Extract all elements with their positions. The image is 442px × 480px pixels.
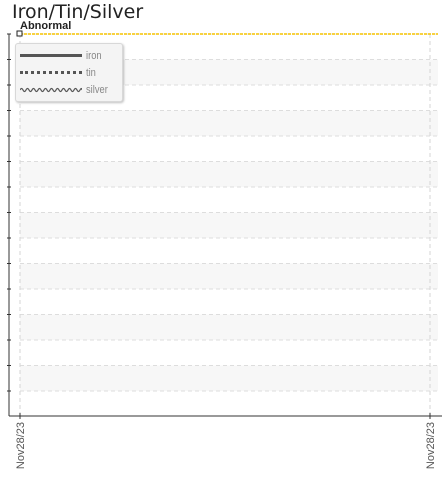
chart-title: Iron/Tin/Silver [12, 1, 144, 23]
plot-band [20, 161, 438, 187]
legend-item-tin: tin [20, 65, 120, 81]
legend-swatch-tin [20, 71, 82, 74]
plot-band [20, 314, 438, 340]
abnormal-marker [16, 30, 23, 37]
chart-legend: iron tin silver [15, 43, 123, 102]
legend-swatch-silver [20, 87, 82, 93]
legend-item-silver: silver [20, 82, 120, 98]
legend-item-iron: iron [20, 48, 120, 64]
legend-label-silver: silver [86, 84, 108, 96]
abnormal-label: Abnormal [20, 20, 71, 32]
x-tick-label: Nov28/23 [15, 422, 27, 469]
plot-band [20, 263, 438, 289]
x-tick-label: Nov28/23 [425, 422, 437, 469]
plot-band [20, 212, 438, 238]
legend-label-iron: iron [86, 50, 102, 62]
legend-swatch-iron [20, 54, 82, 57]
plot-band [20, 365, 438, 391]
plot-band [20, 110, 438, 136]
legend-label-tin: tin [86, 67, 96, 79]
